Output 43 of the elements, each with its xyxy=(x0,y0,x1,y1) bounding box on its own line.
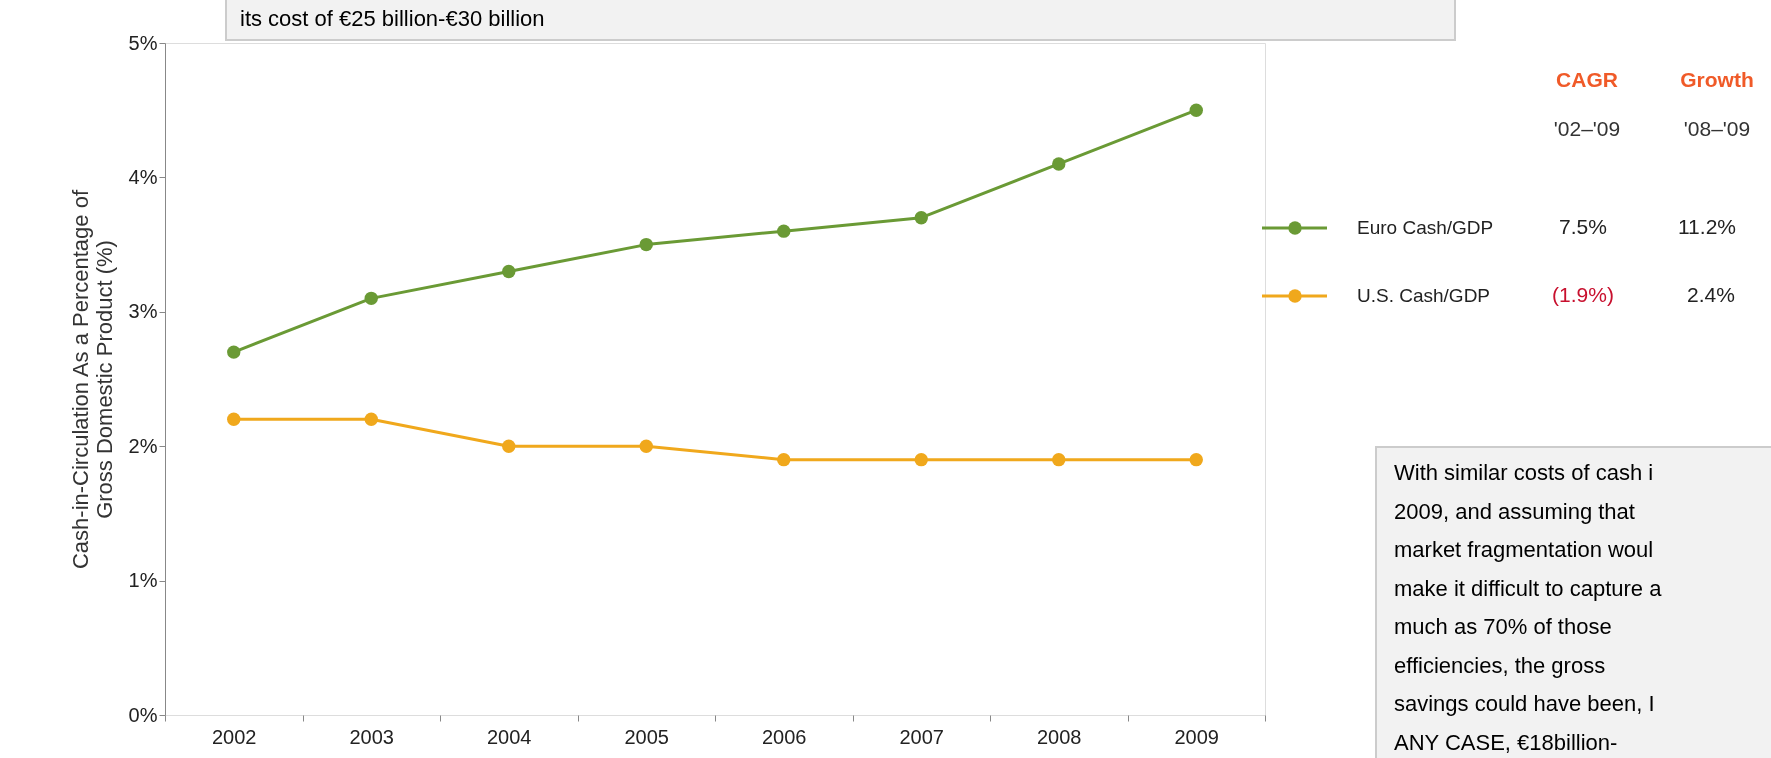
point xyxy=(777,452,791,467)
point xyxy=(914,211,928,225)
text: 7.5% xyxy=(1559,215,1607,238)
point xyxy=(227,412,241,427)
x-tick-label: 2005 xyxy=(624,725,669,748)
y-tick-label: 2% xyxy=(128,434,158,457)
point xyxy=(777,224,791,238)
y-tick-label: 3% xyxy=(128,300,158,323)
text: 2.4% xyxy=(1687,283,1735,306)
y-tick-label: 1% xyxy=(128,569,158,592)
text: Growth xyxy=(1680,68,1754,91)
x-tick-label: 2006 xyxy=(762,725,807,748)
point xyxy=(639,237,653,252)
point xyxy=(1052,157,1066,171)
point xyxy=(639,439,653,453)
point xyxy=(502,439,516,453)
y-tick-label: 5% xyxy=(128,31,158,54)
point xyxy=(1052,452,1066,467)
x-tick-label: 2008 xyxy=(1037,725,1082,748)
x-tick-label: 2002 xyxy=(212,725,257,748)
text: 11.2% xyxy=(1678,215,1736,238)
text: CAGR xyxy=(1556,68,1618,91)
legend-label: Euro Cash/GDP xyxy=(1357,217,1494,238)
point xyxy=(364,412,378,427)
point xyxy=(502,264,516,279)
x-tick-label: 2009 xyxy=(1174,725,1219,748)
point xyxy=(1189,103,1203,117)
point xyxy=(914,452,928,467)
text: '08–'09 xyxy=(1683,117,1751,140)
x-tick-label: 2007 xyxy=(899,725,944,748)
point xyxy=(1189,452,1203,467)
x-tick-label: 2003 xyxy=(349,725,394,748)
text: its cost of €25 billion-€30 billion xyxy=(240,6,545,31)
y-axis-title: Cash-in-Circulation As a Percentage of Gross Domestic Product (%) xyxy=(67,189,117,570)
text: With similar costs of cash i 2009, and assuming that market fragmentation woul make it difficult to capture a much as 70% of those efficiencies, the gross savings could have been, I ANY CASE, €18billion- xyxy=(1394,460,1663,755)
text: (1.9%) xyxy=(1552,283,1614,306)
y-tick-label: 0% xyxy=(128,703,158,726)
y-tick-label: 4% xyxy=(128,165,158,188)
x-tick-label: 2004 xyxy=(487,725,532,748)
legend-label: U.S. Cash/GDP xyxy=(1357,285,1491,306)
point xyxy=(227,345,241,359)
point xyxy=(364,291,378,306)
text: '02–'09 xyxy=(1553,117,1621,140)
